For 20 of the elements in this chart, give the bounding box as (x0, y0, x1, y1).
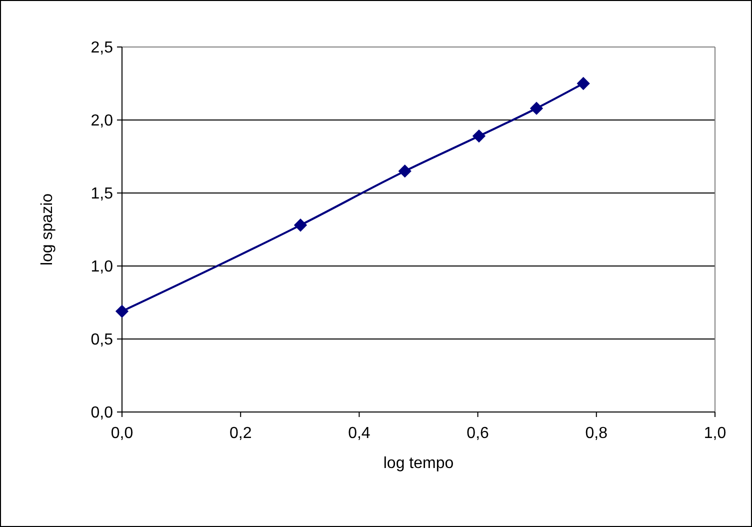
x-tick-label: 1,0 (704, 425, 726, 442)
point (398, 164, 412, 178)
y-tick-label: 1,0 (90, 258, 114, 276)
point (294, 218, 308, 232)
y-tick-label: 0,5 (90, 332, 114, 349)
x-tick-label: 0,4 (348, 425, 370, 442)
point (472, 129, 486, 143)
y-axis-title: log spazio (39, 193, 56, 266)
y-tick-label: 1,5 (90, 186, 114, 203)
x-tick-label: 0,2 (229, 425, 252, 442)
y-tick-label: 0,0 (90, 404, 114, 422)
point (530, 102, 544, 115)
x-tick-label: 0,6 (466, 425, 490, 442)
y-tick-label: 2,5 (90, 40, 114, 57)
point (115, 304, 129, 318)
x-tick-label: 0,0 (110, 425, 134, 442)
x-tick-label: 0,8 (585, 425, 608, 442)
y-tick-label: 2,0 (90, 112, 114, 130)
point (576, 76, 590, 90)
x-axis-title: log tempo (383, 455, 454, 472)
